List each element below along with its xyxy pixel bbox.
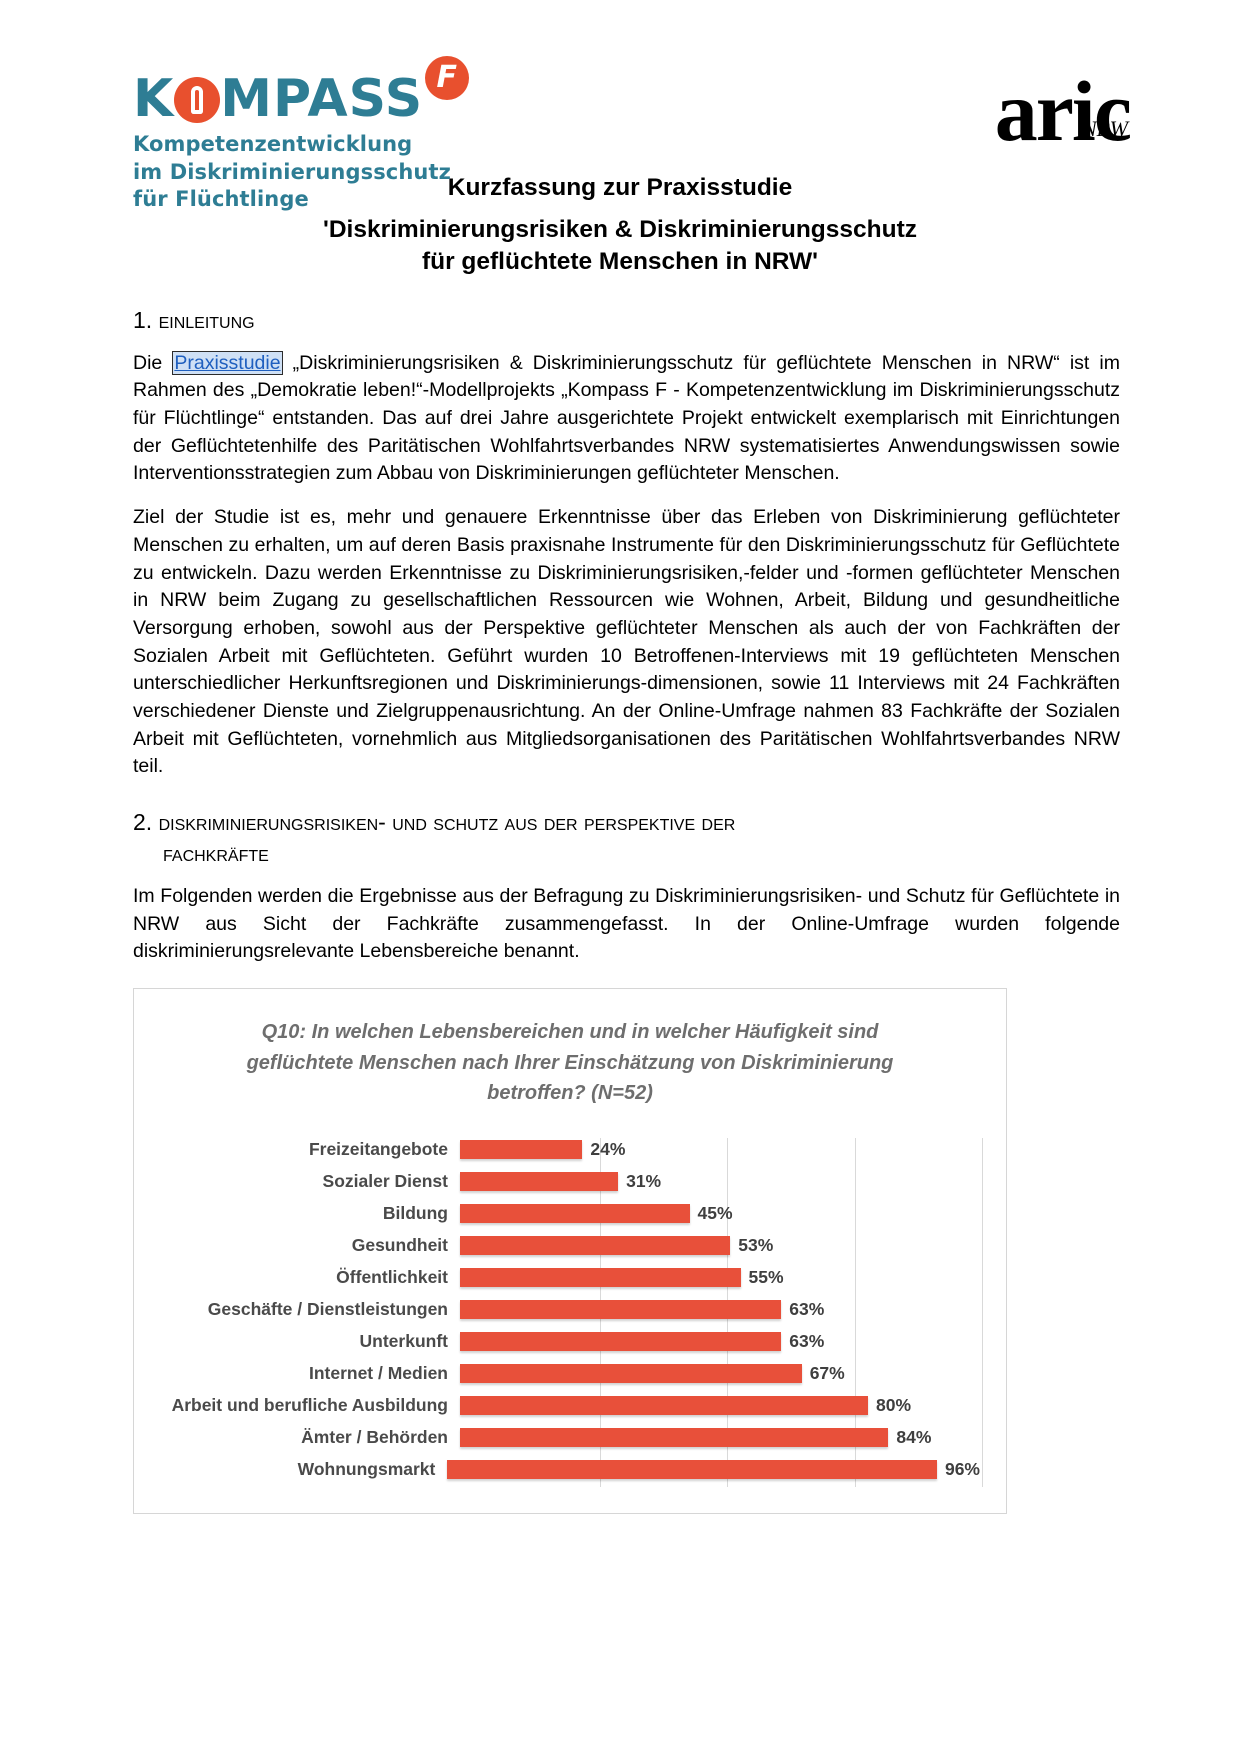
chart-bar-row: Ämter / Behörden 84% [160, 1426, 980, 1449]
chart-bar-row: Geschäfte / Dienstleistungen 63% [160, 1298, 980, 1321]
chart-bar-row: Unterkunft 63% [160, 1330, 980, 1353]
aric-logo: aric NRW [900, 52, 1132, 162]
chart-bar-value: 80% [876, 1395, 912, 1416]
page-title: Kurzfassung zur Praxisstudie [447, 174, 793, 201]
aric-region-label: NRW [1081, 116, 1128, 141]
chart-bar-track: 67% [460, 1362, 980, 1385]
chart-bar [460, 1396, 868, 1416]
chart-title-line3: betroffen? (N=52) [487, 1081, 653, 1104]
paragraph-3: Im Folgenden werden die Ergebnisse aus d… [133, 885, 1120, 963]
chart-bar [460, 1332, 782, 1352]
chart-category-label: Ämter / Behörden [301, 1427, 448, 1448]
chart-bar-track: 24% [460, 1138, 980, 1161]
kompass-subtitle: Kompetenzentwicklung im Diskriminierungs… [133, 131, 553, 214]
praxisstudie-link[interactable]: Praxisstudie [172, 350, 283, 375]
chart-bar-track: 55% [460, 1266, 980, 1289]
chart-bar-value: 55% [748, 1267, 784, 1288]
chart-bar-track: 31% [460, 1170, 980, 1193]
paragraph-1-post: „Diskriminierungsrisiken & Diskriminieru… [133, 351, 1120, 485]
chart-bar-value: 63% [789, 1299, 825, 1320]
chart-bar-track: 84% [460, 1426, 980, 1449]
chart-bar [460, 1236, 731, 1256]
chart-category-label: Öffentlichkeit [336, 1267, 448, 1288]
chart-category-label: Freizeitangebote [308, 1139, 448, 1160]
kompass-subtitle-line1: Kompetenzentwicklung [133, 132, 413, 156]
chart-bar-track: 96% [447, 1458, 980, 1481]
chart-bar [447, 1460, 937, 1480]
document-body: 1. Einleitung Die Praxisstudie „Diskrimi… [0, 305, 1240, 967]
chart-bar-track: 80% [460, 1394, 980, 1417]
aric-wordmark: aric [994, 63, 1132, 159]
section-title-2-line2: Fachkräfte [163, 840, 269, 867]
kompass-wordmark-k: K [133, 69, 175, 129]
chart-bar-value: 96% [944, 1459, 980, 1480]
chart-bar-value: 53% [738, 1235, 774, 1256]
chart-bar-row: Arbeit und berufliche Ausbildung 80% [160, 1394, 980, 1417]
paragraph-1: Die Praxisstudie „Diskriminierungsrisike… [133, 350, 1120, 488]
chart-bar [460, 1364, 802, 1384]
chart-bar-track: 53% [460, 1234, 980, 1257]
chart-bar [460, 1204, 690, 1224]
chart-bar-row: Internet / Medien 67% [160, 1362, 980, 1385]
compass-needle-icon [174, 77, 221, 123]
chart-bar [460, 1140, 583, 1160]
chart-bar-track: 63% [460, 1298, 980, 1321]
chart-bar-value: 31% [626, 1171, 662, 1192]
page-subtitle-line2: für geflüchtete Menschen in NRW' [421, 248, 819, 276]
chart-bar-row: Öffentlichkeit 55% [160, 1266, 980, 1289]
chart-category-label: Geschäfte / Dienstleistungen [207, 1299, 448, 1320]
chart-bar-value: 63% [789, 1331, 825, 1352]
section-title-1: Einleitung [158, 306, 255, 333]
kompass-wordmark-rest: MPASS [220, 69, 424, 129]
chart-bar [460, 1300, 782, 1320]
chart-category-label: Internet / Medien [308, 1363, 448, 1384]
chart-bar-value: 84% [896, 1427, 932, 1448]
kompass-subtitle-line3: für Flüchtlinge [133, 187, 309, 212]
chart-container: Q10: In welchen Lebensbereichen und in w… [133, 988, 1007, 1515]
chart-bar-row: Wohnungsmarkt 96% [160, 1458, 980, 1481]
kompass-subtitle-line2: im Diskriminierungsschutz [133, 159, 451, 184]
chart-category-label: Wohnungsmarkt [297, 1459, 436, 1480]
page-subtitle: 'Diskriminierungsrisiken & Diskriminieru… [0, 214, 1240, 279]
chart-bar [460, 1428, 889, 1448]
chart-bar-row: Sozialer Dienst 31% [160, 1170, 980, 1193]
chart-category-label: Sozialer Dienst [322, 1171, 448, 1192]
chart-bar [460, 1268, 741, 1288]
kompass-logo: K MPASS F Kompetenzentwicklung im Diskrimi… [133, 56, 553, 214]
chart-category-label: Arbeit und berufliche Ausbildung [171, 1395, 448, 1416]
chart-bar-row: Freizeitangebote 24% [160, 1138, 980, 1161]
title-block: Kurzfassung zur Praxisstudie 'Diskrimini… [0, 170, 1240, 279]
chart-bar-track: 63% [460, 1330, 980, 1353]
document-header: K MPASS F Kompetenzentwicklung im Diskrimi… [0, 0, 1240, 211]
section-title-2-line1: Diskriminierungsrisiken- und Schutz aus … [158, 809, 736, 836]
kompass-wordmark: K MPASS F [133, 56, 553, 125]
page-subtitle-line1: 'Diskriminierungsrisiken & Diskriminieru… [323, 216, 917, 243]
chart-title-line1: Q10: In welchen Lebensbereichen und in w… [261, 1021, 879, 1044]
chart-gridline [982, 1138, 983, 1488]
chart-bar-value: 24% [590, 1139, 626, 1160]
chart-bar-value: 45% [697, 1203, 733, 1224]
paragraph-2: Ziel der Studie ist es, mehr und genauer… [133, 506, 1120, 778]
chart-bar-row: Gesundheit 53% [160, 1234, 980, 1257]
section-number-2: 2. [133, 809, 153, 836]
chart-bar [460, 1172, 619, 1192]
kompass-f-letter: F [436, 60, 458, 95]
chart-category-label: Bildung [382, 1203, 448, 1224]
chart-category-label: Unterkunft [359, 1331, 448, 1352]
section-number-1: 1. [133, 306, 153, 333]
kompass-f-badge-icon: F [425, 56, 470, 100]
chart-bar-value: 67% [809, 1363, 845, 1384]
chart-title: Q10: In welchen Lebensbereichen und in w… [196, 1017, 944, 1108]
chart-bar-track: 45% [460, 1202, 980, 1225]
section-heading-1: 1. Einleitung [133, 305, 1120, 336]
chart-plot-area: Freizeitangebote 24% Sozialer Dienst 31% Bil… [160, 1138, 983, 1488]
chart-title-line2: geflüchtete Menschen nach Ihrer Einschät… [246, 1051, 894, 1074]
chart-bar-row: Bildung 45% [160, 1202, 980, 1225]
section-heading-2: 2. Diskriminierungsrisiken- und Schutz a… [133, 807, 1120, 869]
paragraph-1-pre: Die [133, 351, 173, 374]
chart-category-label: Gesundheit [351, 1235, 448, 1256]
